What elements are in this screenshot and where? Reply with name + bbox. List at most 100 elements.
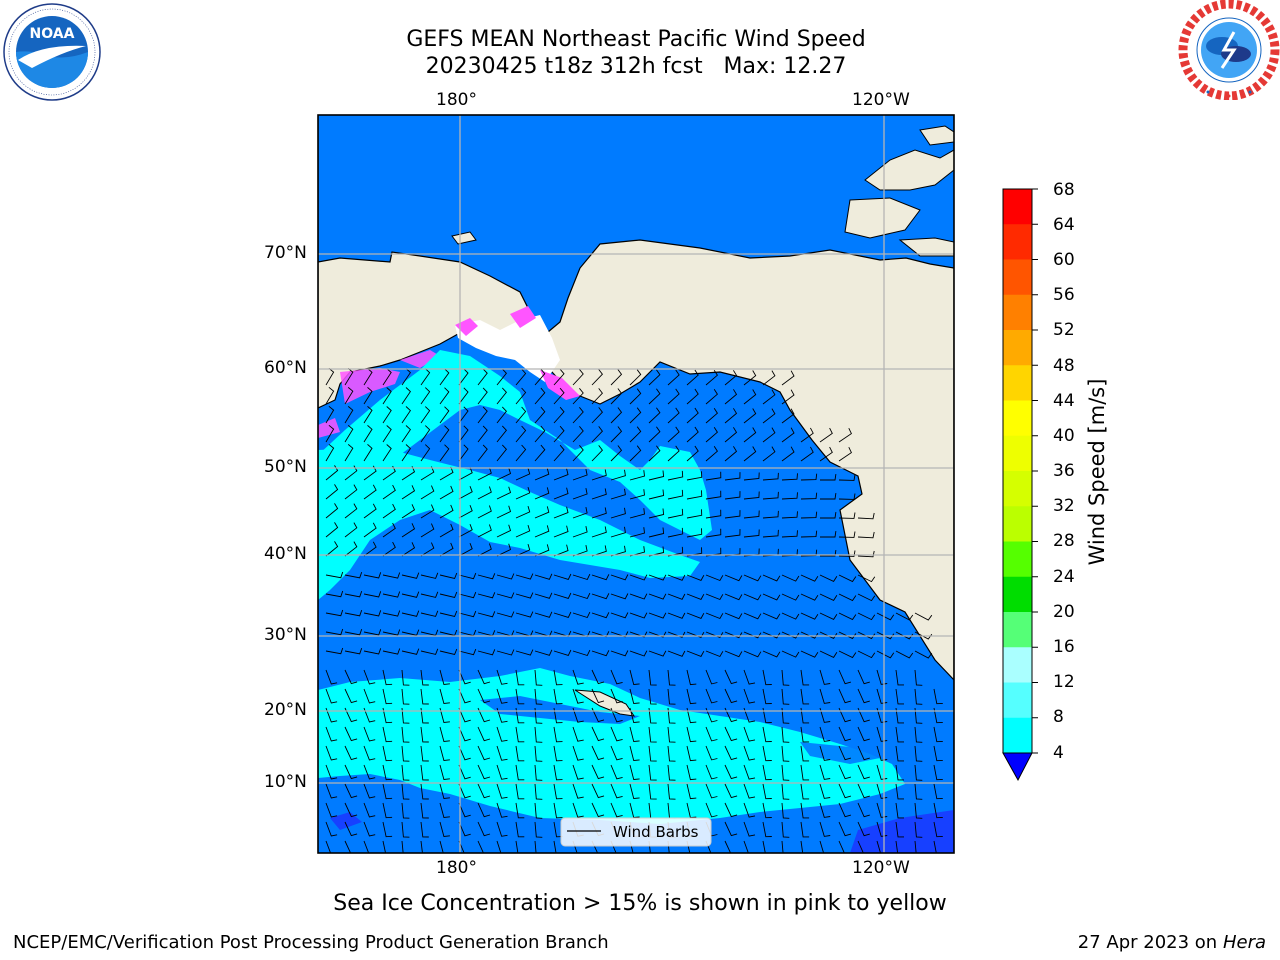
wind-barb [458, 444, 469, 462]
wind-barb [686, 490, 703, 500]
wind-barb [382, 572, 401, 579]
wind-barb [458, 764, 471, 780]
wind-barb [458, 486, 473, 500]
wind-barb [420, 610, 439, 617]
wind-barb [610, 369, 623, 386]
wind-barb [591, 783, 605, 799]
wind-barb [743, 427, 757, 443]
wind-barb [344, 522, 358, 538]
wind-barb [363, 648, 382, 655]
wind-barb [363, 688, 376, 704]
wind-barb [344, 571, 363, 579]
wind-barb [382, 707, 393, 724]
wind-barb [534, 487, 550, 500]
wind-barb [686, 407, 699, 424]
wind-barb [933, 745, 943, 762]
wind-barb [781, 783, 790, 800]
wind-barb [534, 726, 543, 743]
wind-barb [743, 612, 762, 620]
wind-barb [667, 650, 686, 657]
wind-barb [762, 472, 779, 481]
wind-barb [496, 425, 507, 443]
wind-barb [686, 574, 705, 581]
wind-barb [401, 387, 411, 405]
wind-barb [572, 707, 584, 723]
wind-barb [762, 408, 776, 424]
wind-barb [629, 527, 645, 538]
wind-barb [914, 821, 923, 838]
wind-barb [724, 510, 741, 519]
wind-barb [781, 745, 790, 762]
wind-barb [325, 443, 335, 462]
colorbar-tick: 20 [1053, 602, 1075, 622]
wind-barb [838, 612, 857, 621]
sea-ice-edge [318, 418, 340, 438]
arctic-island [919, 125, 954, 146]
wind-barb [534, 649, 553, 656]
wind-barb [667, 593, 686, 600]
wind-barb [743, 446, 757, 462]
wind-barb [553, 649, 572, 656]
wind-barb [629, 426, 642, 443]
wind-barb [382, 522, 396, 538]
wind-barb [610, 488, 626, 500]
wind-barb [762, 593, 781, 601]
wind-barb [572, 573, 591, 581]
wind-barb [800, 511, 818, 519]
wind-barb [496, 444, 507, 462]
wind-barb [401, 572, 420, 579]
wind-barb [800, 574, 819, 582]
wind-barb [515, 707, 525, 724]
wind-barb [572, 469, 588, 481]
wind-barb [420, 648, 439, 655]
wind-barb [648, 574, 667, 581]
wind-barb [857, 726, 870, 742]
wind-barb [591, 764, 605, 780]
wind-barb [743, 745, 756, 761]
wind-barb [876, 745, 888, 761]
wind-barb [781, 612, 800, 620]
wind-barb [534, 707, 543, 724]
wind-barb [838, 707, 852, 723]
wind-barb [838, 493, 856, 500]
wind-barb [553, 468, 569, 481]
wind-barb [857, 650, 876, 659]
wind-barb [743, 783, 756, 799]
wind-barb [724, 726, 738, 742]
wind-barb [724, 427, 738, 443]
colorbar-tick: 68 [1053, 180, 1075, 200]
wind-barb [534, 544, 550, 557]
wind-barb [610, 574, 629, 581]
wind-barb [610, 783, 623, 799]
wind-barb [686, 471, 703, 481]
wind-barb [762, 510, 779, 519]
wind-barb [800, 688, 810, 705]
wind-barb [743, 840, 749, 853]
wind-barb [534, 669, 543, 686]
wind-barb [572, 592, 591, 600]
wind-barb [743, 491, 760, 500]
wind-barb [496, 368, 507, 386]
wind-barb [800, 821, 810, 838]
wind-barb [629, 407, 642, 424]
wind-barb [895, 612, 914, 621]
wind-barb [724, 408, 738, 424]
wind-barb [515, 368, 527, 386]
wind-barb [439, 368, 450, 386]
wind-barb [838, 840, 851, 853]
wind-barb [363, 802, 376, 818]
wind-barb [800, 802, 810, 819]
wind-barb [439, 387, 450, 405]
wind-barb [344, 387, 354, 405]
wind-barb [534, 611, 553, 618]
wind-barb [838, 447, 852, 462]
colorbar-label: Wind Speed [m/s] [1085, 378, 1109, 566]
wind-barb [895, 783, 904, 800]
wind-barb [401, 669, 410, 686]
wind-barb [534, 506, 550, 519]
wind-barb [344, 647, 363, 655]
wind-barb [686, 528, 703, 538]
wind-barb [743, 707, 756, 723]
wind-barb [743, 408, 757, 424]
wind-barb [496, 726, 508, 742]
